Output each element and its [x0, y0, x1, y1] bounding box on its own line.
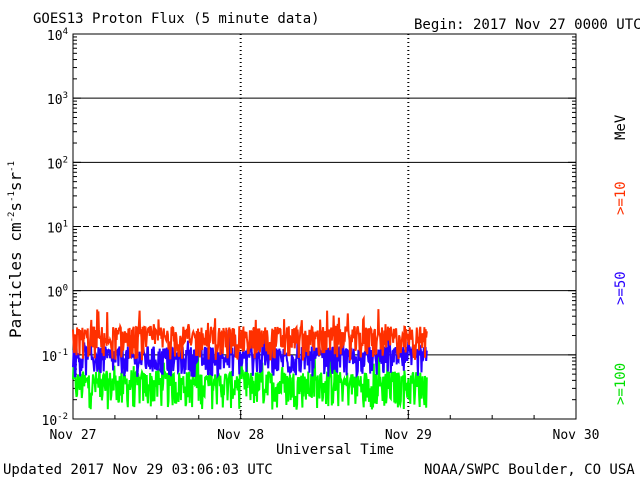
begin-time: Begin: 2017 Nov 27 0000 UTC	[414, 17, 640, 33]
x-axis-label: Universal Time	[276, 442, 394, 458]
x-tick-label: Nov 28	[217, 428, 264, 443]
legend-label-100: >=100	[613, 363, 629, 405]
y-label-exp-sr: -1	[7, 161, 17, 172]
threshold-lines	[73, 97, 576, 356]
y-label-main: Particles cm	[6, 222, 25, 338]
y-tick-label: 104	[47, 27, 68, 44]
y-label-exp-cm: -2	[7, 212, 17, 223]
series-line-gte10	[72, 309, 428, 361]
credit-text: NOAA/SWPC Boulder, CO USA	[424, 462, 635, 478]
y-tick-label: 101	[47, 220, 68, 237]
y-label-sr: sr	[6, 171, 25, 191]
y-label-exp-s: -1	[7, 191, 17, 202]
y-tick-label: 100	[47, 284, 68, 301]
legend-unit: MeV	[613, 114, 629, 140]
chart-title: GOES13 Proton Flux (5 minute data)	[33, 11, 320, 27]
legend-series-100: >=100	[613, 363, 629, 405]
legend-label-50: >=50	[613, 271, 629, 305]
legend-mev: MeV	[613, 114, 629, 140]
legend-label-10: >=10	[613, 181, 629, 215]
y-tick-label: 103	[47, 91, 68, 108]
x-tick-label: Nov 27	[50, 428, 97, 443]
y-axis: 104 103 102 101 100 10-1 10-2	[42, 27, 576, 429]
svg-text:Particles cm-2s-1sr-1: Particles cm-2s-1sr-1	[6, 161, 25, 338]
y-tick-label: 102	[47, 155, 68, 172]
y-tick-label: 10-2	[42, 412, 69, 429]
series-line-gte100	[72, 351, 428, 410]
x-tick-label: Nov 30	[553, 428, 600, 443]
x-axis: Nov 27 Nov 28 Nov 29 Nov 30	[50, 411, 600, 443]
y-tick-label: 10-1	[42, 348, 69, 365]
legend-series-10: >=10	[613, 181, 629, 215]
x-tick-label: Nov 29	[385, 428, 432, 443]
y-axis-label: Particles cm-2s-1sr-1	[6, 161, 25, 338]
updated-timestamp: Updated 2017 Nov 29 03:06:03 UTC	[3, 462, 273, 478]
legend-series-50: >=50	[613, 271, 629, 305]
y-label-s: s	[6, 202, 25, 212]
series-group	[72, 309, 428, 410]
